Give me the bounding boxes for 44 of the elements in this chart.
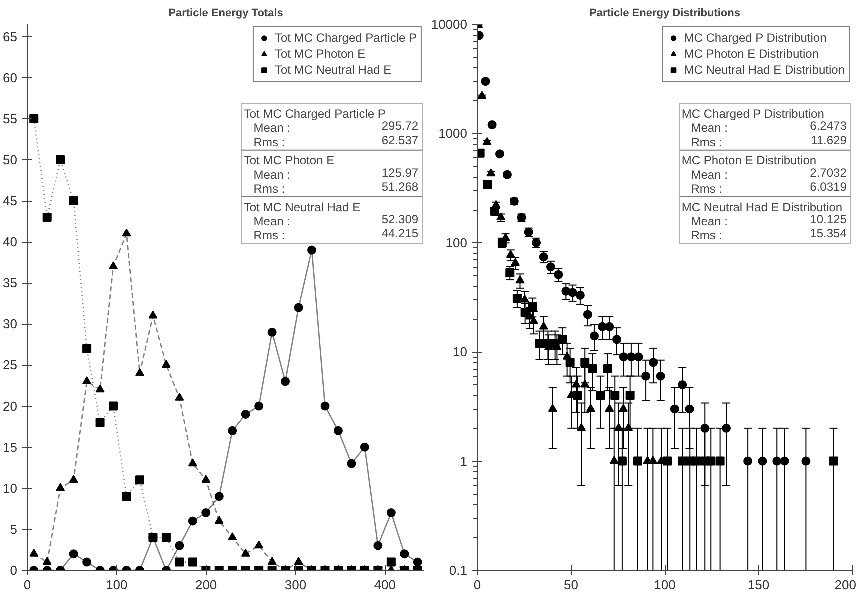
y-tick-label: 65 bbox=[3, 29, 18, 44]
legend-label: MC Photon E Distribution bbox=[684, 47, 819, 61]
x-tick-label: 400 bbox=[374, 578, 396, 592]
y-tick-label: 50 bbox=[3, 152, 18, 168]
text: Tot MC Charged Particle P Mean : 295.72 Rms : 62.537 bbox=[244, 106, 419, 150]
y-tick-label: 5 bbox=[10, 522, 18, 537]
chart-title: Particle Energy Distributions bbox=[590, 8, 740, 20]
legend-label: Tot MC Charged Particle P bbox=[274, 31, 417, 45]
y-tick-label: 15 bbox=[3, 440, 18, 455]
legend-label: Tot MC Neutral Had E bbox=[274, 63, 392, 77]
y-tick-label: 45 bbox=[3, 194, 18, 209]
y-tick-label: 30 bbox=[3, 316, 18, 332]
y-tick-label: 60 bbox=[3, 70, 18, 86]
y-tick-label: 10000 bbox=[431, 17, 468, 32]
x-tick-label: 200 bbox=[834, 578, 857, 592]
x-tick-label: 0 bbox=[474, 578, 482, 592]
x-tick-label: 0 bbox=[24, 578, 32, 592]
y-tick-label: 35 bbox=[3, 276, 18, 291]
x-tick-label: 300 bbox=[284, 578, 307, 592]
y-tick-label: 10 bbox=[453, 344, 468, 360]
legend-label: Tot MC Photon E bbox=[274, 47, 366, 61]
x-tick-label: 150 bbox=[748, 578, 770, 592]
y-tick-label: 55 bbox=[3, 111, 18, 126]
y-tick-label: 0 bbox=[10, 563, 18, 578]
x-tick-label: 100 bbox=[106, 578, 128, 592]
text: MC Charged P Distribution Mean : 6.2473 Rms : 11.629 bbox=[682, 106, 847, 150]
text: MC Photon E Distribution Mean : 2.7032 Rms : 6.0319 bbox=[682, 154, 847, 196]
x-tick-label: 50 bbox=[564, 578, 578, 592]
y-tick-label: 1000 bbox=[438, 126, 468, 142]
y-tick-label: 0.1 bbox=[449, 563, 468, 578]
y-tick-label: 100 bbox=[446, 235, 468, 250]
x-tick-label: 200 bbox=[195, 578, 218, 592]
y-tick-label: 25 bbox=[3, 358, 18, 373]
x-tick-label: 100 bbox=[654, 578, 676, 592]
text: Tot MC Neutral Had E Mean : 52.309 Rms : 44.215 bbox=[244, 200, 419, 243]
y-tick-label: 1 bbox=[460, 454, 468, 469]
y-tick-label: 10 bbox=[3, 480, 18, 496]
text: MC Neutral Had E Distribution Mean : 10.125 Rms : 15.354 bbox=[682, 200, 847, 243]
chart-title: Particle Energy Totals bbox=[168, 8, 284, 20]
text: Tot MC Photon E Mean : 125.97 Rms : 51.268 bbox=[244, 154, 419, 196]
legend-label: MC Neutral Had E Distribution bbox=[684, 63, 845, 77]
legend-label: MC Charged P Distribution bbox=[684, 31, 827, 45]
y-tick-label: 20 bbox=[3, 398, 18, 414]
y-tick-label: 40 bbox=[3, 234, 18, 250]
